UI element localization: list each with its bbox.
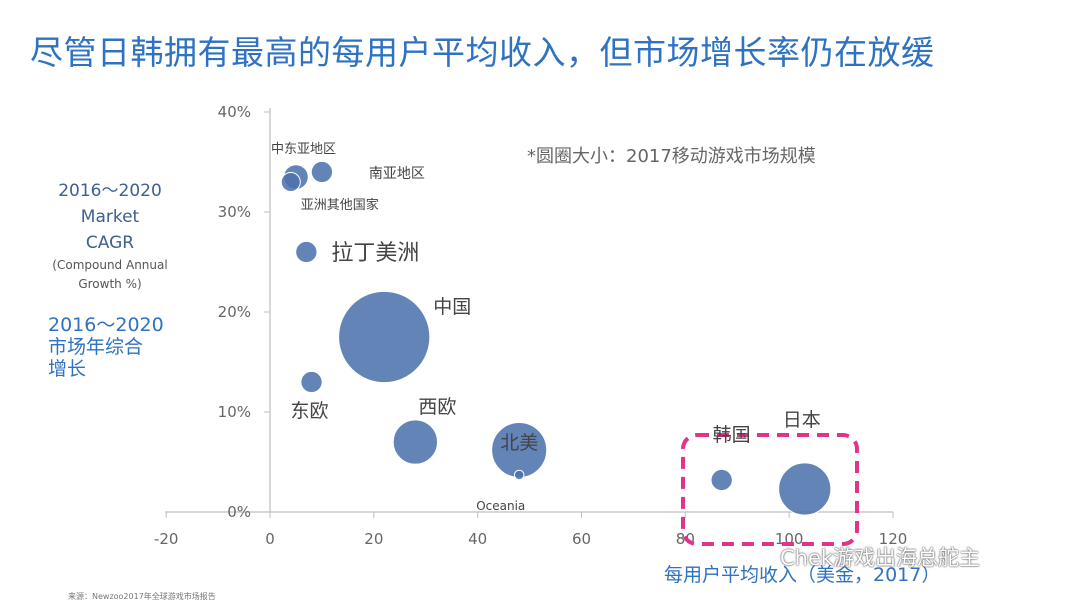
bubble xyxy=(295,240,318,264)
bubble-label: 东欧 xyxy=(291,400,329,422)
y-tick-label: 20% xyxy=(218,303,251,321)
bubble xyxy=(280,171,301,193)
bubble-label: 南亚地区 xyxy=(369,166,425,182)
y-axis-label-cn-line: 增长 xyxy=(48,358,87,380)
y-axis-label-en: 2016～2020 Market CAGR (Compound Annual G… xyxy=(30,178,190,294)
source-note: 来源：Newzoo2017年全球游戏市场报告 xyxy=(68,592,216,601)
y-axis-label-en-sub: (Compound Annual xyxy=(52,258,168,272)
y-tick-label: 0% xyxy=(227,503,251,521)
highlight-box xyxy=(681,433,859,546)
y-axis-label-en-line: CAGR xyxy=(85,233,135,253)
watermark-text: Chek游戏出海总舵主 xyxy=(780,546,981,570)
y-axis-label-cn-line: 2016～2020 xyxy=(48,314,164,336)
bubble-label: Oceania xyxy=(476,499,525,513)
page-title: 尽管日韩拥有最高的每用户平均收入，但市场增长率仍在放缓 xyxy=(30,33,935,72)
y-axis-label-en-line: Market xyxy=(80,207,140,227)
bubble xyxy=(778,462,832,516)
bubble xyxy=(300,370,323,394)
y-tick-label: 10% xyxy=(218,403,251,421)
bubble xyxy=(710,468,733,492)
y-axis-label-en-line: 2016～2020 xyxy=(58,181,162,201)
x-axis-label: 每用户平均收入（美金，2017） xyxy=(664,564,941,586)
y-axis-label-cn-line: 市场年综合 xyxy=(48,336,144,358)
x-tick-label: 0 xyxy=(265,530,275,548)
bubble-label: 拉丁美洲 xyxy=(331,241,419,266)
bubble-label: 韩国 xyxy=(713,424,751,446)
x-tick-label: 20 xyxy=(364,530,383,548)
bubble-label: 西欧 xyxy=(418,396,456,418)
x-tick-label: -20 xyxy=(154,530,179,548)
bubble-label: 日本 xyxy=(783,409,821,431)
bubble-size-note: *圆圈大小：2017移动游戏市场规模 xyxy=(527,146,816,167)
x-tick-label: 120 xyxy=(879,530,908,548)
x-tick-label: 60 xyxy=(572,530,591,548)
bubble xyxy=(310,160,334,184)
watermark: Chek游戏出海总舵主 xyxy=(746,542,980,572)
bubble xyxy=(392,419,439,465)
y-tick-label: 40% xyxy=(218,103,251,121)
bubble-label: 亚洲其他国家 xyxy=(301,197,379,213)
x-tick-label: 40 xyxy=(468,530,487,548)
bubble-label: 北美 xyxy=(500,432,538,454)
y-axis-label-cn: 2016～2020 市场年综合 增长 xyxy=(48,314,164,380)
wechat-icon xyxy=(746,546,774,568)
bubble-label: 中国 xyxy=(433,296,471,318)
y-tick-label: 30% xyxy=(218,203,251,221)
bubble xyxy=(338,290,431,384)
bubble-label: 中东亚地区 xyxy=(271,142,336,157)
y-axis-label-en-sub: Growth %) xyxy=(78,277,142,291)
bubble xyxy=(513,469,525,481)
